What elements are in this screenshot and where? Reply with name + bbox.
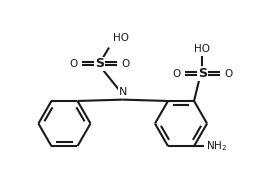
Text: O: O	[121, 59, 130, 69]
Text: HO: HO	[194, 44, 210, 54]
Text: O: O	[224, 69, 232, 79]
Text: HO: HO	[113, 33, 129, 43]
Text: S: S	[198, 67, 207, 80]
Text: NH$_2$: NH$_2$	[206, 139, 227, 153]
Text: S: S	[95, 58, 104, 70]
Text: O: O	[172, 69, 180, 79]
Text: N: N	[119, 87, 127, 98]
Text: O: O	[69, 59, 78, 69]
